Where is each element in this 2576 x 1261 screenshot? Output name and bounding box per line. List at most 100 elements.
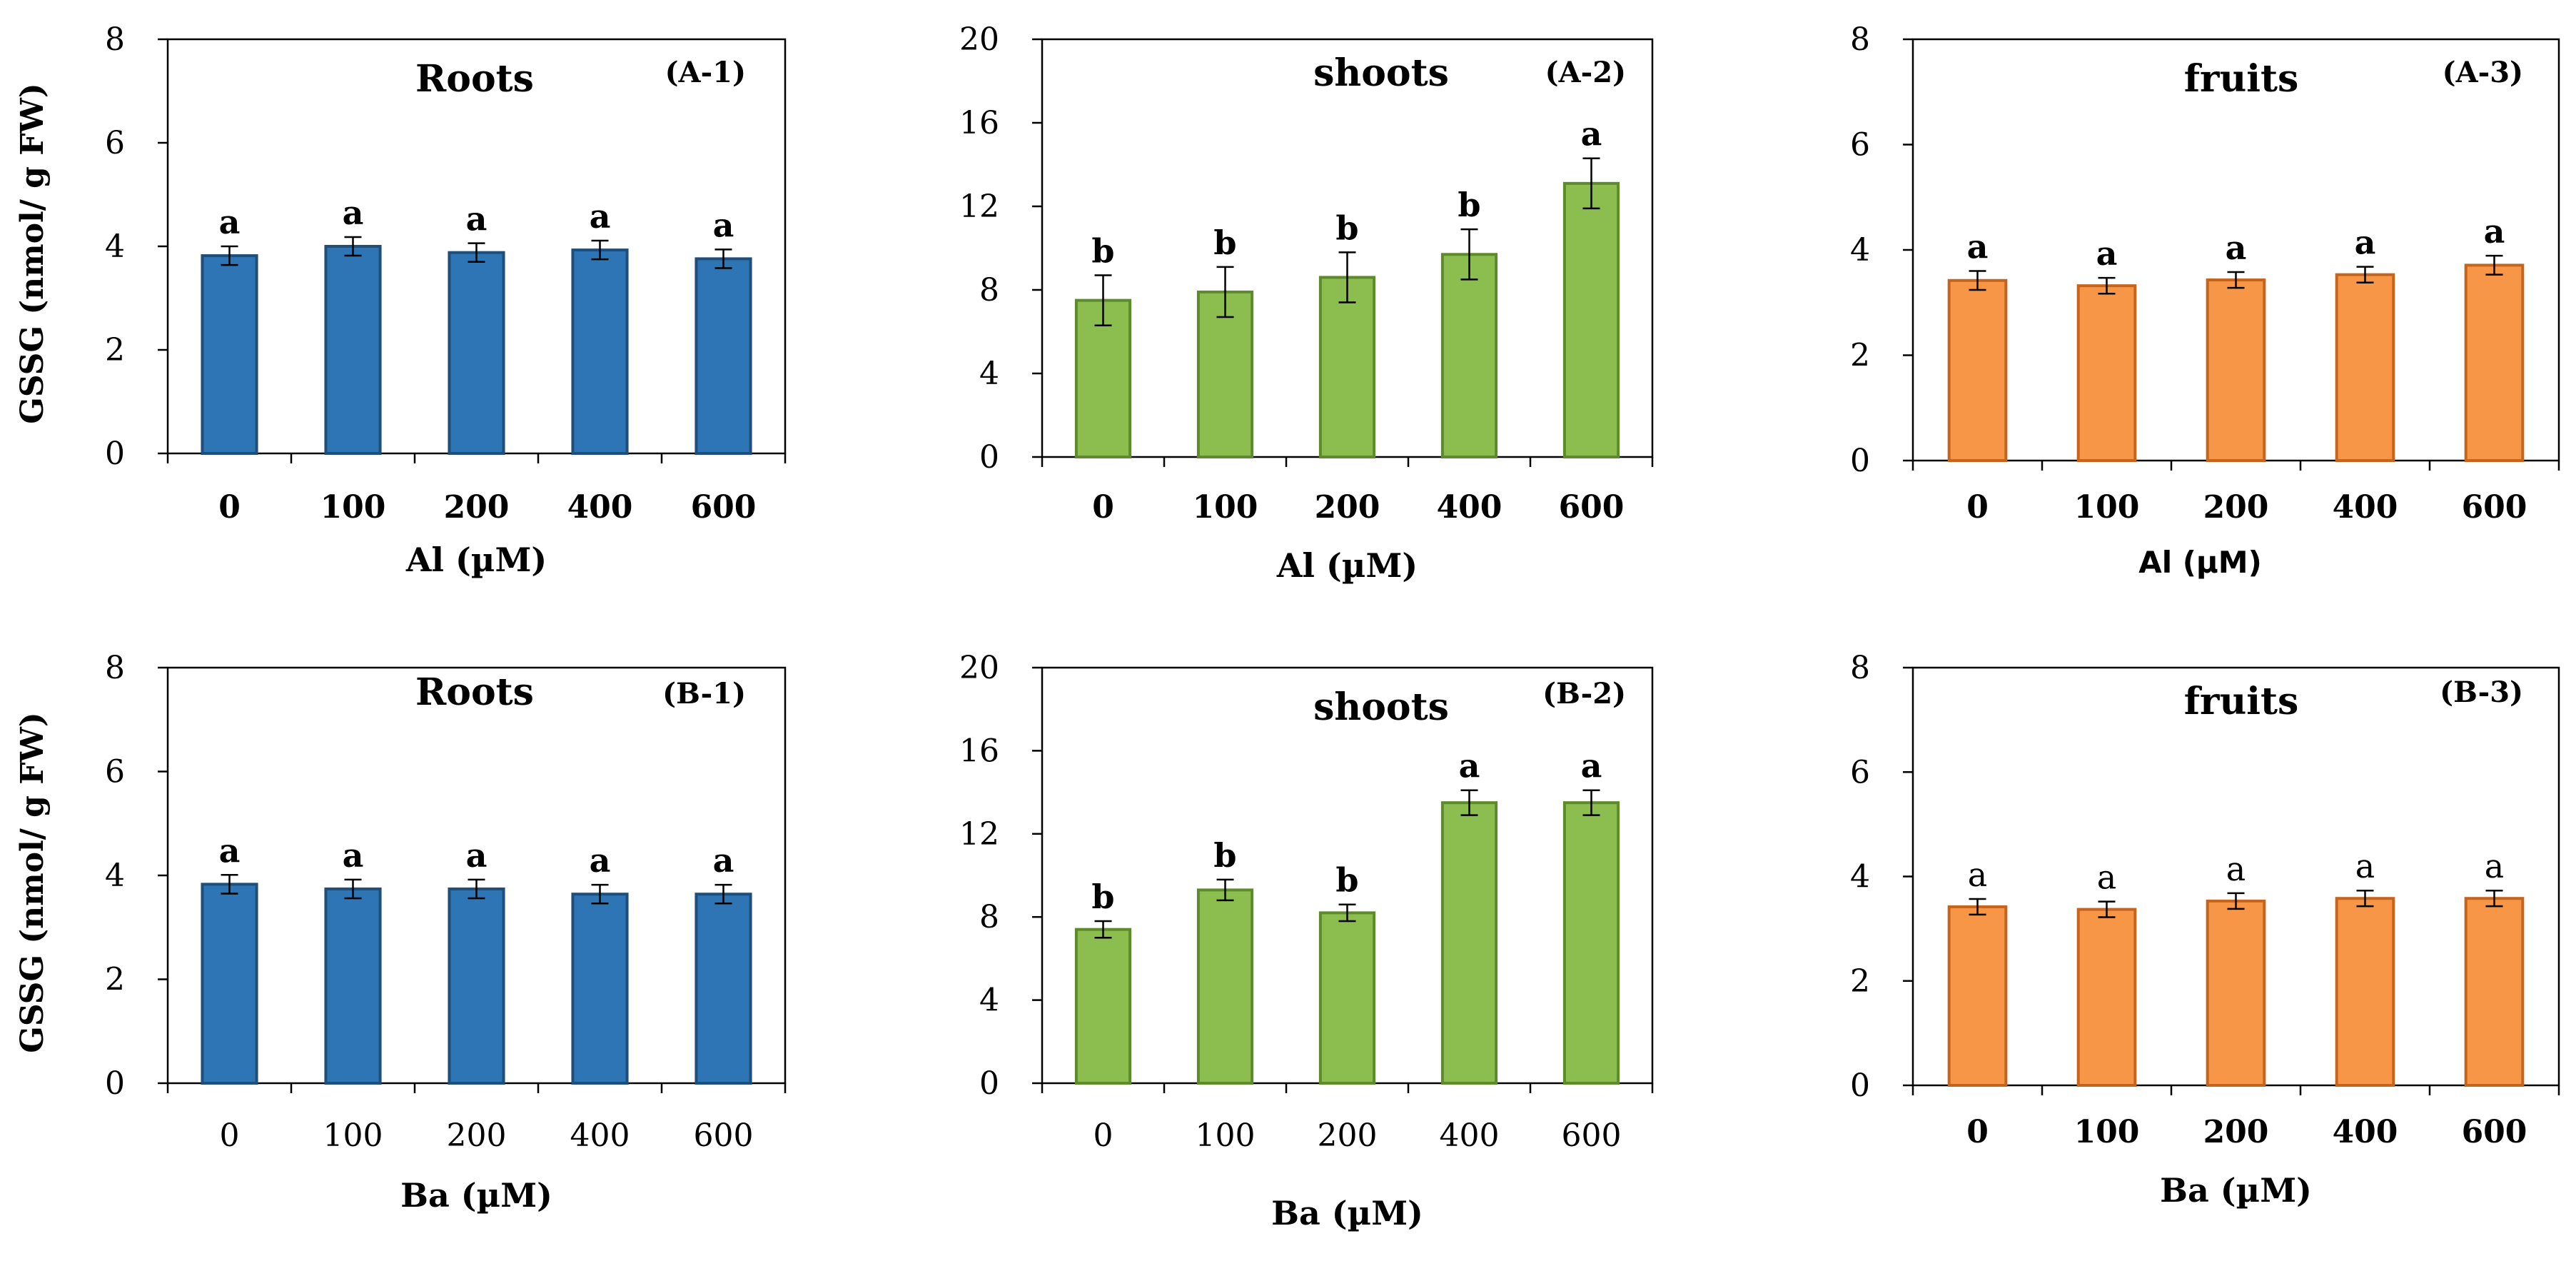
bar-600 [1565,803,1618,1083]
x-tick-label: 600 [1562,1117,1622,1154]
x-tick-label: 100 [1193,489,1258,526]
bar-400 [572,250,627,453]
chart-panel-b-1: 0 2 4 6 8 a 0 a 100 a 200 a 400 a 600 Roots (B-1) Ba (µM)… [14,650,785,1215]
bar-200 [449,889,503,1083]
x-tick-label: 600 [694,1117,754,1154]
significance-letter: b [1335,209,1358,247]
x-axis-label: Al (µM) [1276,546,1418,585]
significance-letter: a [1967,228,1989,266]
x-tick-label: 100 [2074,489,2140,526]
y-tick-label: 12 [959,189,999,225]
significance-letter: b [1458,186,1480,224]
significance-letter: a [219,831,241,870]
significance-letter: b [1213,836,1236,875]
x-tick-label: 0 [220,1117,240,1154]
figure: 02468a0a100a200a400a600Roots (A-1)Al (µM)… [0,0,2576,1261]
x-tick-label: 100 [320,489,386,526]
bar-600 [2466,898,2523,1085]
significance-letter: a [1459,747,1480,785]
y-tick-label: 16 [959,733,999,769]
x-axis-label: Ba (µM) [1271,1194,1423,1232]
chart-title: fruits [2184,57,2299,101]
chart-panel-a-1: 0 2 4 6 8 a 0 a 100 a 200 a 400 a 600 Roots (A-1) Al (µM)… [14,21,785,579]
x-tick-label: 0 [1966,489,1989,526]
y-tick-label: 2 [105,962,125,998]
significance-letter: b [1213,223,1236,262]
y-tick-label: 4 [105,228,125,265]
x-tick-label: 600 [2462,1114,2527,1150]
y-tick-label: 4 [105,858,125,894]
bar-400 [2337,275,2394,461]
x-tick-label: 400 [1437,489,1502,526]
y-tick-label: 20 [959,650,999,686]
x-tick-label: 0 [218,489,241,526]
x-tick-label: 400 [2333,1114,2398,1150]
chart-panel-a-2: 0 4 8 12 16 20 b 0 b 100 b 200 b 400 a 600 shoots (A-2) Al… [959,21,1652,585]
y-tick-label: 12 [959,816,999,853]
y-tick-label: 8 [1850,21,1870,58]
significance-letter: a [713,841,734,880]
bar-200 [2208,280,2265,461]
x-tick-label: 600 [1559,489,1625,526]
y-axis-label: GSSG (nmol/ g FW) [14,712,51,1052]
panel-label: (A-3) [2443,56,2523,89]
x-tick-label: 200 [1315,489,1380,526]
significance-letter: a [343,194,364,232]
bar-400 [2337,898,2394,1085]
significance-letter: a [219,203,241,241]
significance-letter: a [466,836,488,875]
y-tick-label: 8 [1850,650,1870,686]
bar-400 [572,894,627,1083]
significance-letter: a [2226,850,2246,888]
chart-title: fruits [2184,680,2299,723]
x-axis-label: Ba (µM) [2160,1171,2312,1210]
y-tick-label: 0 [105,436,125,472]
x-tick-label: 600 [691,489,757,526]
significance-letter: a [2355,223,2376,262]
significance-letter: a [2355,847,2375,885]
bar-100 [2079,910,2136,1085]
chart-panel-b-3: 02468a0a100a200a400a600fruits (B-3)Ba (µM… [1850,650,2559,1210]
significance-letter: a [1581,747,1602,785]
x-axis-label: Ba (µM) [400,1176,552,1215]
x-tick-label: 100 [2074,1114,2140,1150]
bar-600 [696,894,750,1083]
x-axis-label: Al (µM) [405,541,547,579]
bar-0 [202,884,256,1083]
bar-0 [1076,930,1130,1083]
significance-letter: a [466,200,488,238]
bar-100 [325,246,380,453]
y-tick-label: 8 [105,650,125,686]
bar-100 [325,889,380,1083]
y-tick-label: 6 [105,754,125,790]
bar-0 [1949,281,2006,461]
significance-letter: a [713,206,734,244]
y-tick-label: 0 [105,1065,125,1102]
x-tick-label: 100 [1196,1117,1256,1154]
y-tick-label: 6 [105,125,125,161]
panel-label: (B-2) [1542,677,1626,710]
significance-letter: a [2485,847,2504,885]
x-tick-label: 0 [1093,1117,1113,1154]
bar-600 [2466,265,2523,461]
bar-0 [1949,907,2006,1085]
significance-letter: a [590,841,611,880]
bar-200 [1320,913,1374,1083]
y-tick-label: 6 [1850,754,1870,790]
significance-letter: b [1335,861,1358,900]
bar-200 [2208,901,2265,1085]
y-tick-label: 4 [1850,232,1870,268]
x-tick-label: 0 [1092,489,1114,526]
panel-label: (B-3) [2440,675,2523,709]
bar-100 [2079,286,2136,461]
x-tick-label: 200 [444,489,510,526]
bar-200 [1320,277,1374,457]
x-tick-label: 600 [2462,489,2527,526]
significance-letter: a [2484,212,2505,251]
y-tick-label: 8 [979,272,999,308]
x-tick-label: 400 [2333,489,2398,526]
chart-title: shoots [1313,685,1449,729]
x-tick-label: 200 [1318,1117,1378,1154]
x-axis-label: Al (µM) [2138,545,2262,580]
x-tick-label: 400 [570,1117,630,1154]
